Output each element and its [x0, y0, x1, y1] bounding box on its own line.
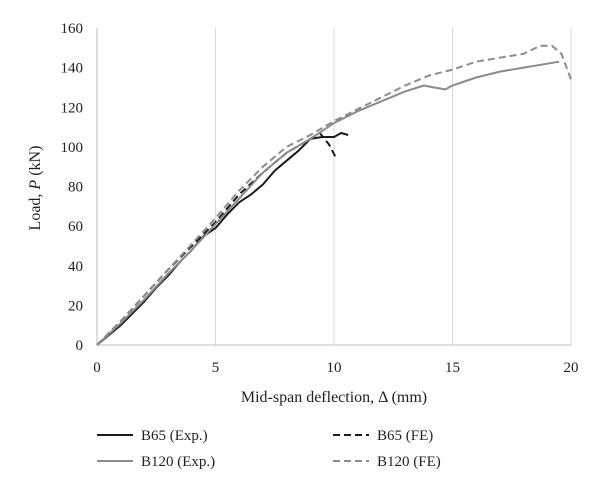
axes: [96, 28, 571, 346]
x-tick-label: 10: [327, 360, 342, 376]
legend-label: B120 (Exp.): [141, 454, 215, 470]
series-line-b65-exp: [96, 132, 349, 346]
x-tick-label: 5: [212, 360, 220, 376]
legend-item: B65 (FE): [333, 428, 433, 444]
y-tick-label: 120: [61, 100, 84, 116]
y-tick-label: 40: [68, 259, 83, 275]
y-tick-label: 140: [61, 61, 84, 77]
legend: B65 (Exp.) B65 (FE) B120 (Exp.) B120 (FE): [97, 428, 441, 470]
legend-item: B120 (Exp.): [97, 454, 215, 470]
y-tick-label: 20: [68, 298, 83, 314]
legend-item: B120 (FE): [333, 454, 441, 470]
y-tick-label: 160: [61, 21, 84, 37]
gridlines: [215, 28, 572, 345]
legend-label: B65 (FE): [377, 428, 433, 444]
series-line-b120-fe: [96, 44, 572, 346]
x-tick-label: 20: [564, 360, 579, 376]
tick-labels: 0 5 10 15 20 0 20 40 60 80 100 120 140 160: [61, 21, 579, 376]
y-axis-label-variable: P: [27, 180, 44, 191]
x-tick-label: 15: [445, 360, 460, 376]
y-axis-label-unit: (kN): [27, 146, 44, 180]
y-axis-label: Load, P (kN): [27, 146, 44, 231]
y-tick-label: 0: [76, 338, 84, 354]
y-tick-label: 100: [61, 140, 84, 156]
x-tick-label: 0: [93, 360, 101, 376]
x-axis-label: Mid-span deflection, Δ (mm): [241, 389, 427, 406]
series-line-b120-exp: [96, 60, 560, 346]
legend-item: B65 (Exp.): [97, 428, 208, 444]
legend-label: B65 (Exp.): [141, 428, 208, 444]
y-tick-label: 60: [68, 219, 83, 235]
y-axis-label-prefix: Load,: [27, 190, 44, 231]
legend-label: B120 (FE): [377, 454, 441, 470]
series-lines: [96, 44, 572, 346]
y-tick-label: 80: [68, 180, 83, 196]
